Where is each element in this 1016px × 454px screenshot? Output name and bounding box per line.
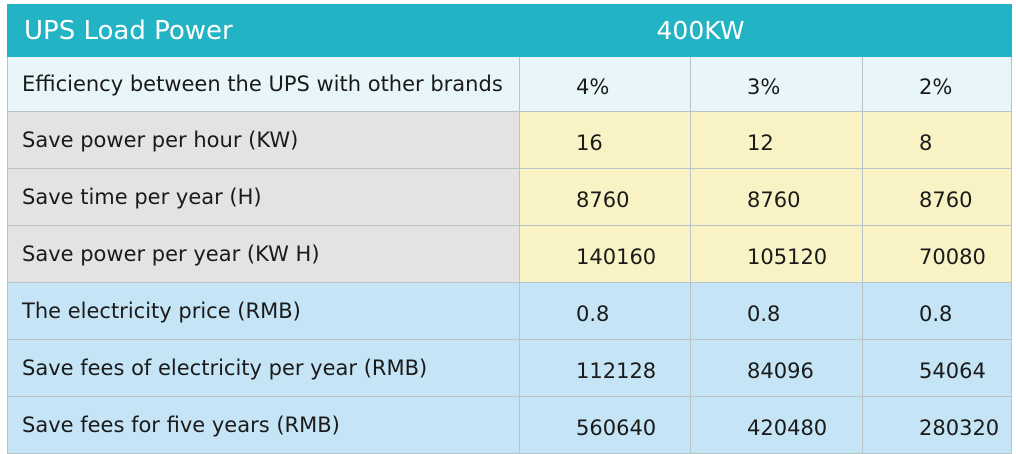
cell-value: 3% bbox=[690, 56, 863, 112]
cell-value: 4% bbox=[519, 56, 691, 112]
cell-value: 8760 bbox=[862, 168, 1012, 226]
table-row: Save fees for five years (RMB) 560640 42… bbox=[7, 396, 1012, 454]
table-title: UPS Load Power bbox=[7, 4, 520, 57]
cell-value: 12 bbox=[690, 111, 863, 169]
cell-value: 0.8 bbox=[519, 282, 691, 340]
cell-value: 0.8 bbox=[690, 282, 863, 340]
cell-value: 8760 bbox=[690, 168, 863, 226]
cell-value: 420480 bbox=[690, 396, 863, 454]
cell-value: 112128 bbox=[519, 339, 691, 397]
cell-value: 2% bbox=[862, 56, 1012, 112]
table-row: Save power per year (KW H) 140160 105120… bbox=[7, 225, 1012, 283]
cell-value: 8760 bbox=[519, 168, 691, 226]
row-label: Save power per hour (KW) bbox=[7, 111, 520, 169]
header-row: UPS Load Power 400KW bbox=[7, 4, 1012, 57]
cell-value: 84096 bbox=[690, 339, 863, 397]
cell-value: 105120 bbox=[690, 225, 863, 283]
row-label: Save power per year (KW H) bbox=[7, 225, 520, 283]
cell-value: 560640 bbox=[519, 396, 691, 454]
table-row: Efficiency between the UPS with other br… bbox=[7, 56, 1012, 112]
load-power-value: 400KW bbox=[519, 4, 1012, 57]
table-row: Save power per hour (KW) 16 12 8 bbox=[7, 111, 1012, 169]
cell-value: 16 bbox=[519, 111, 691, 169]
row-label: Save time per year (H) bbox=[7, 168, 520, 226]
cell-value: 70080 bbox=[862, 225, 1012, 283]
row-label: The electricity price (RMB) bbox=[7, 282, 520, 340]
row-label: Save fees of electricity per year (RMB) bbox=[7, 339, 520, 397]
cell-value: 0.8 bbox=[862, 282, 1012, 340]
ups-savings-table: UPS Load Power 400KW Efficiency between … bbox=[7, 4, 1012, 454]
cell-value: 8 bbox=[862, 111, 1012, 169]
cell-value: 54064 bbox=[862, 339, 1012, 397]
table-row: Save fees of electricity per year (RMB) … bbox=[7, 339, 1012, 397]
table-row: Save time per year (H) 8760 8760 8760 bbox=[7, 168, 1012, 226]
row-label: Save fees for five years (RMB) bbox=[7, 396, 520, 454]
cell-value: 280320 bbox=[862, 396, 1012, 454]
row-label: Efficiency between the UPS with other br… bbox=[7, 56, 520, 112]
cell-value: 140160 bbox=[519, 225, 691, 283]
table-row: The electricity price (RMB) 0.8 0.8 0.8 bbox=[7, 282, 1012, 340]
